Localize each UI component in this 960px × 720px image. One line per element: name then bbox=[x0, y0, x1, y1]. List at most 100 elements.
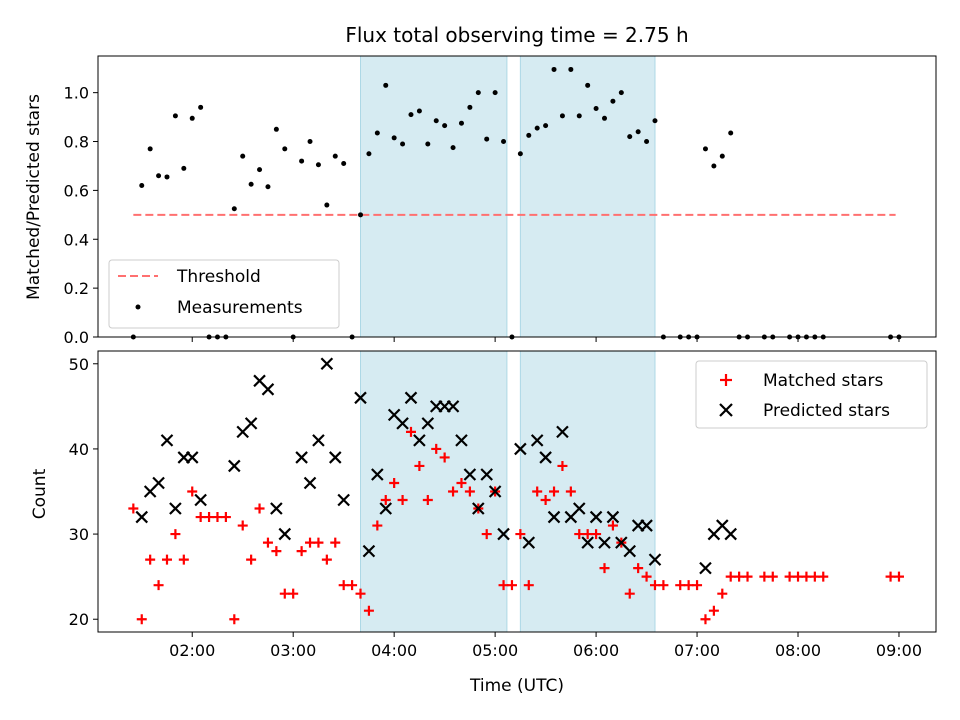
predicted-star-point bbox=[270, 502, 283, 515]
predicted-star-point bbox=[421, 417, 435, 430]
legend-matched-label: Matched stars bbox=[763, 371, 883, 391]
measurement-point bbox=[467, 104, 473, 110]
x-axis-label: Time (UTC) bbox=[469, 676, 564, 696]
measurement-point bbox=[576, 113, 582, 119]
matched-star-point bbox=[161, 554, 172, 565]
matched-star-point bbox=[515, 529, 526, 540]
measurement-point bbox=[147, 146, 153, 152]
matched-star-point bbox=[540, 495, 551, 506]
bottom-legend: Matched stars Predicted stars bbox=[695, 360, 928, 429]
measurement-point bbox=[433, 118, 439, 124]
matched-star-point bbox=[725, 571, 736, 582]
matched-star-point bbox=[523, 580, 534, 591]
measurement-point bbox=[534, 125, 540, 131]
matched-star-point bbox=[431, 443, 442, 454]
legend-measurement-swatch bbox=[135, 304, 141, 310]
predicted-star-point bbox=[488, 485, 502, 498]
measurement-point bbox=[189, 115, 195, 121]
measurement-point bbox=[408, 112, 414, 118]
measurement-point bbox=[602, 115, 608, 121]
predicted-star-point bbox=[581, 536, 594, 549]
matched-star-point bbox=[279, 588, 290, 599]
matched-star-point bbox=[582, 529, 593, 540]
measurement-point bbox=[248, 181, 254, 187]
matched-star-point bbox=[187, 486, 198, 497]
matched-star-point bbox=[305, 537, 316, 548]
matched-star-point bbox=[742, 571, 753, 582]
matched-star-point bbox=[649, 580, 660, 591]
matched-star-point bbox=[708, 605, 719, 616]
predicted-star-point bbox=[194, 493, 207, 507]
matched-star-point bbox=[591, 529, 602, 540]
predicted-star-point bbox=[362, 544, 376, 558]
predicted-star-point bbox=[446, 400, 460, 413]
matched-star-point bbox=[683, 580, 694, 591]
measurement-point bbox=[568, 66, 574, 72]
bottom-y-tick-label: 40 bbox=[69, 440, 89, 459]
top-legend-box bbox=[108, 259, 340, 329]
predicted-star-point bbox=[480, 468, 493, 481]
measurement-point bbox=[635, 129, 641, 135]
bottom-y-ticks: 20 30 40 50 bbox=[69, 355, 98, 629]
matched-star-point bbox=[734, 571, 745, 582]
bottom-y-axis-label: Count bbox=[30, 468, 50, 519]
matched-star-point bbox=[262, 537, 273, 548]
matched-star-point bbox=[254, 503, 265, 514]
matched-star-point bbox=[363, 605, 374, 616]
measurement-point bbox=[559, 113, 565, 119]
matched-star-point bbox=[380, 495, 391, 506]
measurement-point bbox=[442, 123, 448, 129]
measurement-point bbox=[156, 173, 162, 179]
measurement-point bbox=[332, 153, 338, 159]
predicted-star-point bbox=[699, 561, 712, 575]
measurement-point bbox=[358, 212, 364, 218]
predicted-star-point bbox=[589, 510, 603, 524]
shaded-interval-1 bbox=[360, 55, 508, 338]
measurement-point bbox=[526, 132, 532, 138]
x-tick-label: 02:00 bbox=[169, 641, 215, 660]
predicted-star-point bbox=[539, 451, 552, 464]
measurement-point bbox=[517, 151, 523, 157]
matched-star-point bbox=[532, 486, 543, 497]
matched-star-point bbox=[557, 460, 568, 471]
measurement-point bbox=[425, 141, 431, 147]
predicted-star-point bbox=[228, 459, 241, 473]
bottom-x-ticks: 02:00 03:00 04:00 05:00 06:00 07:00 08:00 09:00 bbox=[169, 632, 922, 660]
measurement-point bbox=[299, 158, 305, 164]
measurement-point bbox=[711, 163, 717, 169]
measurement-point bbox=[627, 134, 633, 140]
matched-star-point bbox=[565, 486, 576, 497]
matched-star-point bbox=[237, 520, 248, 531]
matched-star-point bbox=[178, 554, 189, 565]
measurement-point bbox=[543, 123, 549, 129]
measurement-point bbox=[719, 153, 725, 159]
x-tick-label: 05:00 bbox=[472, 641, 518, 660]
matched-star-point bbox=[347, 580, 358, 591]
matched-star-point bbox=[633, 563, 644, 574]
predicted-star-point bbox=[354, 391, 367, 405]
matched-star-point bbox=[338, 580, 349, 591]
measurement-point bbox=[652, 118, 658, 124]
matched-star-point bbox=[700, 614, 711, 625]
matched-star-point bbox=[246, 554, 257, 565]
matched-star-point bbox=[801, 571, 812, 582]
x-tick-label: 09:00 bbox=[876, 641, 922, 660]
matched-star-point bbox=[128, 503, 139, 514]
x-tick-label: 08:00 bbox=[775, 641, 821, 660]
matched-points bbox=[128, 426, 904, 625]
matched-star-point bbox=[414, 460, 425, 471]
top-y-tick-label: 0.4 bbox=[64, 230, 89, 249]
predicted-star-point bbox=[261, 383, 275, 396]
matched-star-point bbox=[506, 580, 517, 591]
bottom-y-tick-label: 50 bbox=[69, 355, 89, 374]
matched-star-point bbox=[717, 588, 728, 599]
top-y-axis-label: Matched/Predicted stars bbox=[24, 94, 44, 300]
predicted-star-point bbox=[160, 434, 174, 447]
measurement-point bbox=[315, 162, 321, 168]
predicted-star-point bbox=[303, 476, 317, 490]
matched-star-point bbox=[675, 580, 686, 591]
predicted-star-point bbox=[244, 417, 258, 430]
measurement-point bbox=[416, 108, 422, 114]
matched-star-point bbox=[759, 571, 770, 582]
